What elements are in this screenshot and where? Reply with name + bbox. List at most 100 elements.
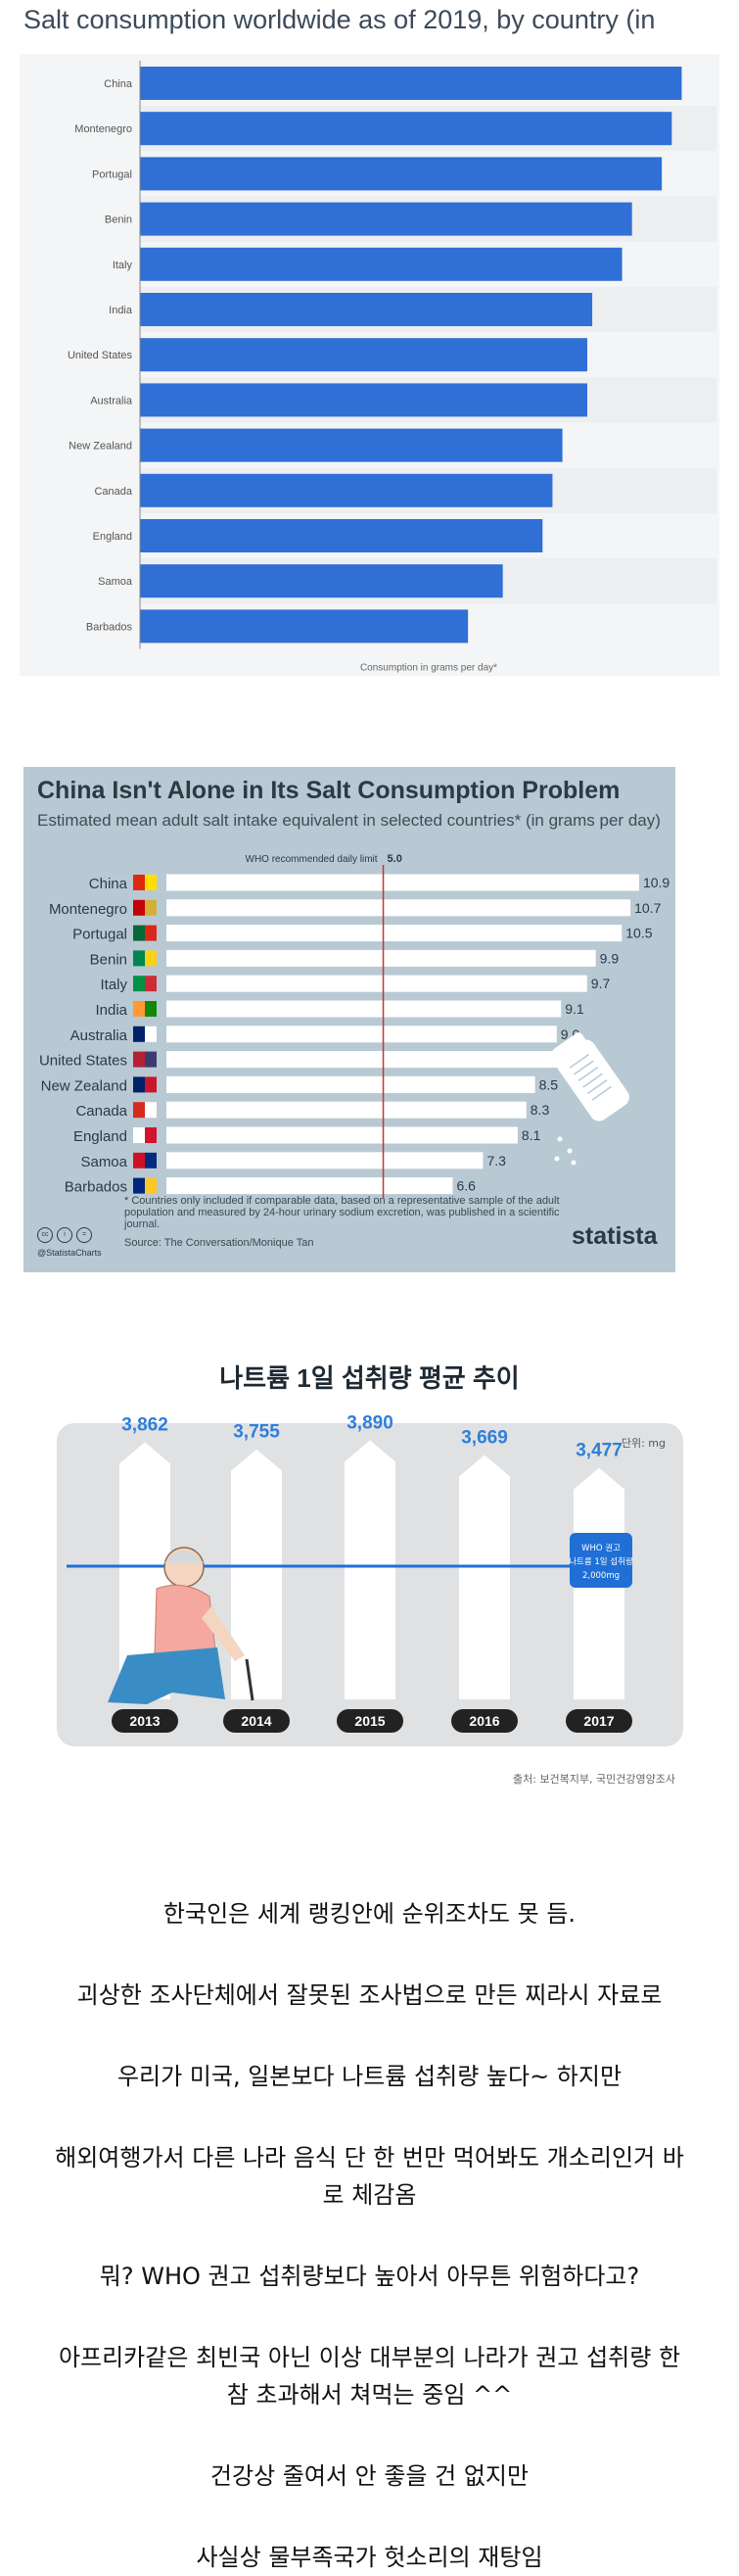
chart1-category-label: Australia — [90, 395, 133, 406]
chart2-value-label: 8.3 — [531, 1102, 550, 1118]
chart1-plot: China Montenegro Portugal Benin Italy India Un… — [68, 60, 716, 674]
chart2-bar — [166, 975, 587, 992]
chart1-category-label: Samoa — [98, 576, 133, 588]
chart3-value-label: 3,669 — [461, 1428, 508, 1449]
chart1-category-label: Barbados — [86, 621, 133, 633]
flag-icon — [133, 1051, 145, 1068]
chart2-plot: China 10.9 Montenegro 10.7 Portugal 10.5 Benin… — [39, 853, 670, 1199]
chart2-value-label: 10.7 — [634, 900, 661, 916]
chart2-bar — [166, 1051, 557, 1069]
chart2-category-label: Samoa — [80, 1154, 127, 1170]
attribution-icon: i — [57, 1227, 72, 1243]
chart3-year-label: 2017 — [583, 1713, 614, 1729]
chart2-bar — [166, 874, 639, 891]
chart3-year-label: 2016 — [469, 1713, 499, 1729]
chart1-bar — [140, 338, 587, 372]
shaker-cap — [552, 1032, 586, 1062]
salt-grain — [567, 1148, 573, 1154]
chart1-category-label: Canada — [94, 486, 132, 498]
commentary-line-3: 우리가 미국, 일본보다 나트륨 섭취량 높다~ 하지만 — [116, 2063, 623, 2090]
chart2-value-label: 6.6 — [456, 1178, 476, 1194]
chart1-bar — [140, 564, 503, 598]
commentary-line-10: 사실상 물부족국가 헛소리의 재탕임 — [196, 2544, 543, 2571]
chart2-bar — [166, 1126, 518, 1144]
no-derivatives-icon: = — [76, 1227, 92, 1243]
who-limit-label: WHO recommended daily limit — [246, 854, 378, 865]
salt-grain — [557, 1136, 563, 1142]
shaker-stripe — [577, 1067, 599, 1082]
chart2-bar — [166, 1075, 535, 1093]
flag-icon — [145, 1051, 157, 1068]
chart3-value-label: 3,862 — [121, 1414, 168, 1435]
chart2-category-label: Barbados — [65, 1179, 127, 1196]
person-illustration — [108, 1547, 254, 1704]
flag-icon — [145, 875, 157, 890]
chart2-value-label: 9.9 — [600, 950, 620, 966]
flag-icon — [133, 1102, 145, 1119]
chart2-footnote: * Countries only included if comparable … — [124, 1195, 560, 1230]
chart3-value-label: 3,755 — [233, 1422, 280, 1443]
chart2-category-label: India — [95, 1002, 127, 1019]
salt-grain — [571, 1160, 577, 1166]
chart1-bar — [140, 609, 469, 644]
flag-icon — [133, 1152, 145, 1169]
chart3-bar — [231, 1449, 282, 1699]
shaker-stripe — [591, 1085, 612, 1101]
chart1-bar — [140, 428, 563, 462]
chart3-value-label: 3,890 — [346, 1412, 393, 1433]
who-reference-label: 2,000mg — [582, 1571, 620, 1581]
flag-icon — [145, 1177, 157, 1194]
chart1-category-label: Italy — [113, 260, 133, 271]
chart1-category-label: Benin — [105, 215, 132, 226]
statista-logo: statista — [572, 1222, 658, 1250]
flag-icon — [133, 1076, 145, 1093]
flag-icon — [133, 1127, 145, 1143]
chart3-unit-label: 단위: mg — [622, 1437, 666, 1450]
flag-icon — [133, 976, 145, 992]
chart3-bar — [459, 1455, 510, 1699]
flag-icon — [145, 925, 157, 941]
person-pants — [108, 1647, 225, 1704]
flag-icon — [133, 1001, 145, 1017]
who-limit-value: 5.0 — [388, 853, 402, 865]
chart2-category-label: China — [89, 876, 128, 892]
chart2-category-label: England — [73, 1128, 127, 1145]
flag-icon — [145, 1152, 157, 1169]
person-head — [163, 1547, 205, 1588]
flag-icon — [133, 1026, 145, 1042]
chart2-bar — [166, 899, 631, 917]
chart3-title: 나트륨 1일 섭취량 평균 추이 — [219, 1363, 520, 1393]
who-reference-label: 나트륨 1일 섭취량 — [569, 1556, 633, 1567]
who-reference-label: WHO 권고 — [581, 1543, 621, 1553]
year-pill — [451, 1709, 518, 1733]
chart1-category-label: Montenegro — [74, 123, 132, 135]
flag-icon — [145, 976, 157, 992]
year-pill — [223, 1709, 290, 1733]
chart3-year-label: 2014 — [241, 1713, 271, 1729]
person-hair — [164, 1550, 204, 1563]
chart1-category-label: England — [93, 531, 132, 543]
chart2-bar — [166, 1177, 453, 1195]
chart2-value-label: 8.1 — [522, 1127, 541, 1143]
chart3-bar — [345, 1440, 395, 1699]
chart1-title: Salt consumption worldwide as of 2019, b… — [23, 5, 656, 34]
chart2-title: China Isn't Alone in Its Salt Consumptio… — [37, 777, 621, 804]
chart1-category-label: United States — [68, 350, 133, 361]
flag-icon — [145, 1127, 157, 1143]
shaker-stripe — [586, 1079, 608, 1095]
commentary-line-6: 뭐? WHO 권고 섭취량보다 높아서 아무튼 위험하다고? — [99, 2263, 640, 2290]
chart2-bar — [166, 1026, 557, 1043]
commentary-line-4: 해외여행가서 다른 나라 음식 단 한 번만 먹어봐도 개소리인거 바 — [55, 2144, 684, 2171]
chart2-category-label: Canada — [75, 1103, 127, 1120]
chart2-bar — [166, 925, 623, 942]
chart2-category-label: New Zealand — [41, 1077, 127, 1094]
chart2-value-label: 10.9 — [643, 875, 670, 890]
year-pill — [112, 1709, 178, 1733]
commentary-line-1: 한국인은 세계 랭킹안에 순위조차도 못 듬. — [162, 1900, 577, 1928]
chart2-bar — [166, 949, 596, 967]
chart2-category-label: Italy — [100, 977, 127, 993]
commentary-line-8: 참 초과해서 쳐먹는 중임 ^^ — [226, 2381, 513, 2409]
flag-icon — [133, 950, 145, 967]
chart2-category-label: Portugal — [72, 927, 127, 943]
flag-icon — [145, 1076, 157, 1093]
